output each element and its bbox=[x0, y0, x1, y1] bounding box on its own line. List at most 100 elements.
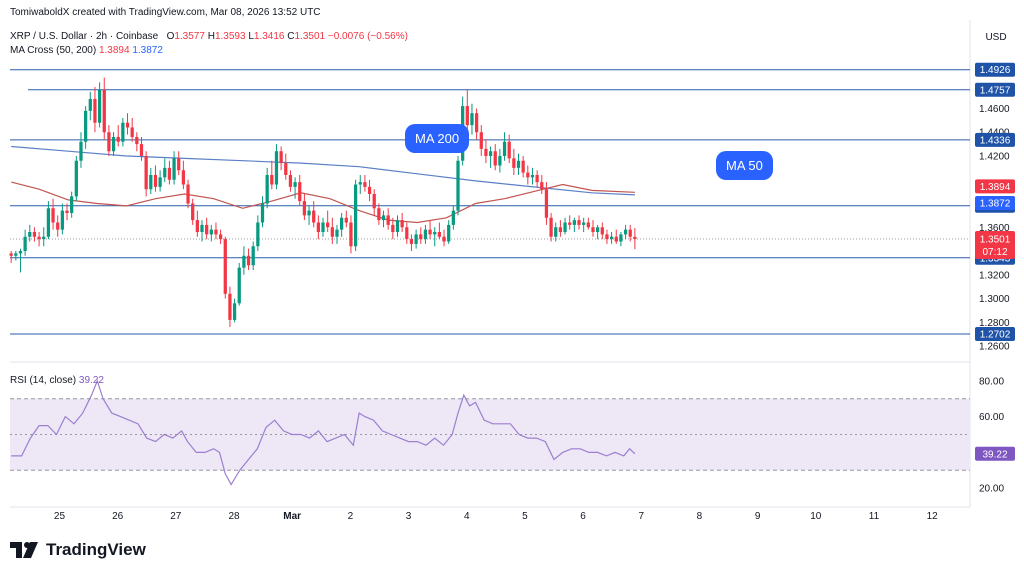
candle-body-down bbox=[144, 155, 148, 190]
candle-body-down bbox=[116, 136, 120, 142]
candle-body-down bbox=[344, 217, 348, 223]
candle-body-up bbox=[46, 208, 51, 237]
time-tick-label: 5 bbox=[522, 511, 528, 522]
level-price-tag bbox=[975, 132, 1015, 147]
time-tick-label: 6 bbox=[580, 511, 586, 522]
time-tick-label: 27 bbox=[170, 511, 182, 522]
ma200-annotation: MA 200 bbox=[405, 124, 470, 153]
candle-body-up bbox=[307, 210, 311, 216]
candle-body-down bbox=[270, 174, 274, 185]
time-tick-label: 28 bbox=[228, 511, 240, 522]
candle-body-down bbox=[386, 215, 390, 225]
time-tick-label: 7 bbox=[638, 511, 644, 522]
rsi-value-tag-label: 39.22 bbox=[982, 449, 1007, 460]
price-tick-label: 1.4200 bbox=[979, 151, 1010, 162]
candle-body-up bbox=[433, 232, 437, 235]
candle-body-up bbox=[554, 227, 558, 237]
ohlc-close: 1.3501 bbox=[294, 31, 326, 42]
candle-body-down bbox=[586, 222, 590, 228]
candle-body-up bbox=[121, 122, 125, 142]
candle-body-up bbox=[14, 253, 18, 256]
candle-body-down bbox=[349, 222, 353, 247]
candle-body-up bbox=[111, 136, 116, 152]
time-tick-label: 12 bbox=[927, 511, 939, 522]
level-price-tag bbox=[975, 62, 1015, 77]
candle-body-up bbox=[358, 182, 362, 185]
price-tick-label: 1.2800 bbox=[979, 318, 1010, 329]
candle-body-up bbox=[60, 210, 64, 230]
candle-body-down bbox=[409, 239, 414, 244]
candle-body-down bbox=[405, 227, 409, 240]
candle-body-down bbox=[549, 217, 553, 237]
candle-body-down bbox=[298, 182, 302, 202]
candle-body-down bbox=[139, 144, 144, 156]
candle-body-up bbox=[256, 222, 260, 247]
candle-body-down bbox=[521, 160, 525, 173]
candle-body-down bbox=[428, 229, 432, 235]
candle-body-up bbox=[321, 222, 325, 233]
candle-body-down bbox=[279, 151, 283, 164]
candle-body-down bbox=[32, 232, 37, 237]
candle-body-down bbox=[479, 132, 483, 149]
price-tick-label: 1.3200 bbox=[979, 270, 1010, 281]
candle-body-down bbox=[628, 229, 632, 237]
candle-body-down bbox=[577, 220, 581, 225]
candle-body-up bbox=[423, 229, 428, 240]
tradingview-logo-icon bbox=[10, 542, 38, 558]
candle-body-down bbox=[284, 163, 288, 175]
candle-body-up bbox=[335, 229, 339, 237]
time-tick-label: 8 bbox=[697, 511, 703, 522]
candle-body-down bbox=[93, 98, 97, 123]
candle-body-up bbox=[516, 160, 521, 168]
candle-body-down bbox=[465, 106, 469, 126]
candle-body-down bbox=[633, 236, 637, 240]
current-price-label: 1.3501 bbox=[980, 235, 1011, 246]
candle-body-up bbox=[395, 220, 400, 233]
candle-body-up bbox=[498, 155, 502, 166]
candle-body-up bbox=[88, 98, 92, 111]
current-price-tag bbox=[975, 231, 1015, 260]
symbol-name: XRP / U.S. Dollar · 2h · Coinbase bbox=[10, 31, 159, 42]
candle-body-down bbox=[526, 172, 530, 178]
candle-body-up bbox=[451, 210, 455, 225]
rsi-tick-label: 80.00 bbox=[979, 376, 1004, 387]
candle-body-down bbox=[419, 234, 423, 240]
candle-body-up bbox=[265, 174, 269, 204]
candle-body-down bbox=[214, 229, 218, 235]
time-tick-label: 11 bbox=[869, 511, 880, 522]
candle-body-down bbox=[228, 293, 232, 320]
candle-body-down bbox=[540, 182, 544, 190]
candle-body-down bbox=[512, 158, 516, 168]
candle-body-down bbox=[493, 151, 497, 166]
level-price-label: 1.4336 bbox=[980, 135, 1011, 146]
candle-body-down bbox=[177, 158, 181, 171]
candle-body-down bbox=[437, 232, 442, 237]
candle-body-up bbox=[79, 141, 83, 161]
candle-body-up bbox=[260, 203, 265, 223]
candle-body-up bbox=[70, 196, 74, 214]
price-tick-label: 1.4600 bbox=[979, 104, 1010, 115]
rsi-value-tag bbox=[975, 446, 1015, 461]
countdown-label: 07:12 bbox=[982, 247, 1007, 258]
ma-legend: MA Cross (50, 200) 1.3894 1.3872 bbox=[10, 45, 163, 56]
ma-label: MA Cross (50, 200) bbox=[10, 45, 97, 56]
candle-body-down bbox=[312, 210, 316, 223]
candle-body-down bbox=[591, 227, 595, 233]
rsi-label: RSI (14, close) bbox=[10, 375, 77, 386]
candle-body-up bbox=[172, 158, 176, 180]
candle-body-down bbox=[367, 186, 372, 194]
ohlc-change: −0.0076 (−0.56%) bbox=[327, 31, 408, 42]
candle-body-up bbox=[74, 160, 78, 197]
ohlc-open-label: O bbox=[166, 31, 175, 42]
time-tick-label: 26 bbox=[112, 511, 124, 522]
level-price-label: 1.4757 bbox=[980, 85, 1011, 96]
rsi-legend: RSI (14, close) 39.22 bbox=[10, 375, 104, 386]
candle-body-up bbox=[381, 215, 386, 221]
candle-body-up bbox=[470, 113, 474, 126]
candle-body-down bbox=[37, 236, 41, 240]
price-tick-label: 1.3000 bbox=[979, 294, 1010, 305]
candle-body-down bbox=[484, 148, 488, 156]
candle-body-down bbox=[400, 220, 404, 228]
time-tick-label: 10 bbox=[810, 511, 822, 522]
candle-body-down bbox=[544, 189, 549, 218]
